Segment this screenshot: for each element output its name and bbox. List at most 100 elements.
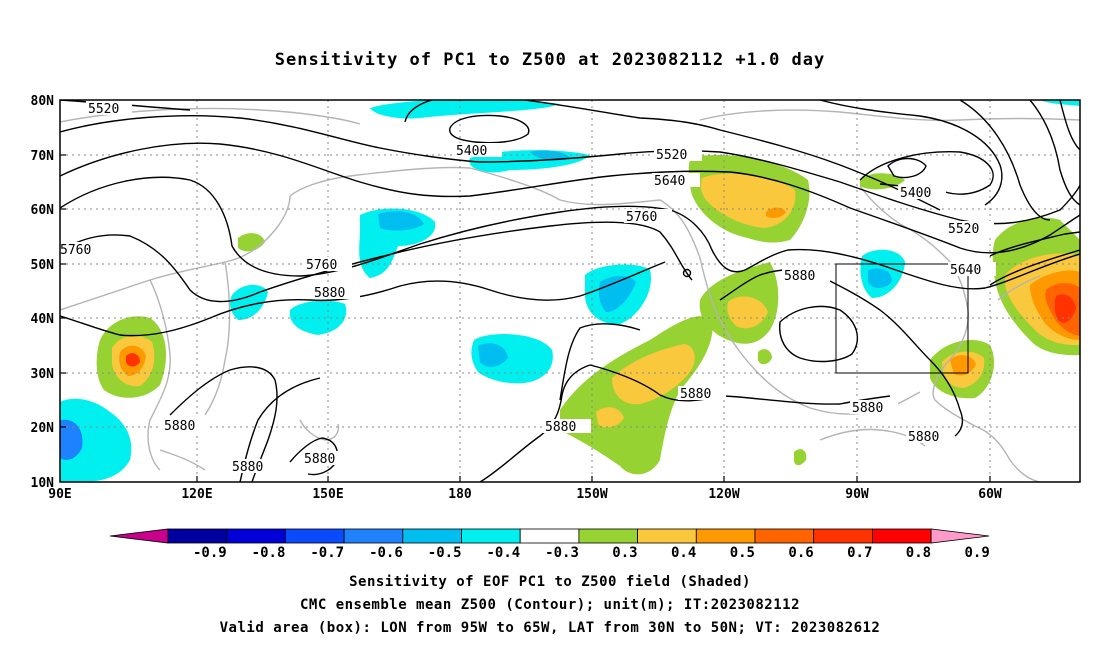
contour-label: 5400: [456, 144, 487, 159]
contour-label: 5880: [545, 420, 576, 435]
positive-region: [126, 353, 140, 367]
positive-region: [758, 349, 772, 365]
contour-line: [479, 364, 891, 482]
lon-label: 120E: [181, 487, 212, 502]
colorbar-swatch: [167, 528, 228, 544]
lat-label: 60N: [31, 203, 55, 218]
colorbar-swatch: [637, 528, 697, 544]
lat-label: 30N: [31, 367, 55, 382]
contour-label: 5880: [784, 269, 815, 284]
colorbar: -0.9 -0.8 -0.7 -0.6 -0.5 -0.4 -0.3 0.3 0.4 0.5 0.6…: [109, 528, 990, 561]
colorbar-label: 0.8: [906, 545, 931, 561]
contour-line: [989, 249, 1080, 286]
contour-line: [559, 323, 641, 401]
contour-label: 5880: [232, 460, 263, 475]
contour-label: 5520: [656, 148, 687, 163]
footer-line-contour: CMC ensemble mean Z500 (Contour); unit(m…: [299, 597, 800, 613]
negative-region: [60, 398, 132, 482]
lon-label: 90E: [48, 487, 71, 502]
lon-label: 180: [448, 487, 472, 502]
colorbar-swatch: [754, 528, 815, 544]
lon-label: 150W: [576, 487, 607, 502]
positive-region: [612, 344, 695, 405]
colorbar-label: 0.4: [671, 545, 696, 561]
colorbar-swatch: [343, 528, 404, 544]
colorbar-label: -0.8: [252, 545, 286, 561]
axis-ticks: [60, 154, 991, 482]
positive-region: [727, 296, 768, 329]
negative-region: [60, 419, 83, 460]
colorbar-label: 0.9: [965, 545, 990, 561]
contour-line: [989, 231, 1080, 257]
contour-line: [60, 100, 191, 111]
colorbar-label: 0.6: [788, 545, 813, 561]
lat-label: 50N: [31, 258, 55, 273]
contour-line: [449, 114, 530, 144]
colorbar-extend-high: [930, 528, 990, 544]
colorbar-swatch: [872, 528, 932, 544]
contour-line: [778, 305, 859, 363]
colorbar-extend-low: [109, 528, 169, 544]
negative-region: [1040, 100, 1080, 106]
negative-region: [530, 150, 570, 161]
lon-label: 150E: [312, 487, 343, 502]
contour-line: [1029, 100, 1080, 206]
footer-line-valid-area: Valid area (box): LON from 95W to 65W, L…: [219, 620, 881, 636]
contour-line: [169, 366, 278, 482]
contour-label: 5880: [908, 430, 939, 445]
contour-line: [887, 157, 927, 179]
contour-label: 5640: [950, 263, 981, 278]
colorbar-swatch: [226, 528, 286, 544]
negative-region: [230, 284, 268, 320]
footer-line-shading: Sensitivity of EOF PC1 to Z500 field (Sh…: [349, 574, 751, 590]
positive-region: [1054, 294, 1076, 323]
contour-labels: 5520 5400 5520 5640 5400 5520 5760 5760 …: [60, 101, 996, 475]
positive-region: [596, 407, 624, 428]
colorbar-label: -0.6: [369, 545, 403, 561]
colorbar-swatch: [284, 528, 345, 544]
contour-line: [1059, 100, 1080, 151]
contour-line: [289, 437, 339, 476]
colorbar-label: -0.5: [428, 545, 462, 561]
positive-region: [766, 207, 786, 219]
contour-label: 5880: [680, 387, 711, 402]
colorbar-labels: -0.9 -0.8 -0.7 -0.6 -0.5 -0.4 -0.3 0.3 0.4 0.5 0.6…: [193, 545, 990, 561]
negative-region: [868, 268, 892, 288]
colorbar-swatch: [461, 528, 521, 544]
colorbar-label: -0.7: [310, 545, 344, 561]
plot-frame: [59, 99, 1081, 483]
positive-region: [238, 233, 265, 252]
lat-label: 20N: [31, 421, 55, 436]
contour-line: [60, 176, 1080, 290]
sensitivity-map: 5520 5400 5520 5640 5400 5520 5760 5760 …: [31, 94, 1081, 502]
valid-area-box: [835, 263, 969, 374]
latitude-labels: 80N 70N 60N 50N 40N 30N 20N 10N: [31, 94, 55, 491]
contour-label: 5880: [314, 286, 345, 301]
positive-region: [950, 355, 976, 376]
negative-region: [478, 343, 508, 367]
colorbar-swatch: [519, 528, 580, 544]
colorbar-label: -0.4: [486, 545, 520, 561]
colorbar-swatches: [109, 528, 990, 544]
contour-line: [959, 100, 1051, 221]
contour-label: 5520: [948, 222, 979, 237]
contour-label: 5880: [304, 452, 335, 467]
longitude-labels: 90E 120E 150E 180 150W 120W 90W 60W: [48, 487, 1002, 502]
lat-label: 80N: [31, 94, 55, 109]
contour-line: [60, 115, 1080, 225]
colorbar-swatch: [578, 528, 639, 544]
contour-label: 5760: [626, 210, 657, 225]
lat-label: 70N: [31, 149, 55, 164]
lon-label: 90W: [845, 487, 869, 502]
colorbar-label: -0.3: [545, 545, 579, 561]
colorbar-label: 0.7: [847, 545, 872, 561]
colorbar-label: 0.3: [612, 545, 637, 561]
contour-label: 5760: [60, 243, 91, 258]
map-title: Sensitivity of PC1 to Z500 at 2023082112…: [274, 50, 826, 70]
contour-label: 5760: [306, 258, 337, 273]
negative-region: [370, 100, 560, 119]
colorbar-swatch: [695, 528, 756, 544]
contour-label: 5880: [852, 401, 883, 416]
colorbar-swatch: [402, 528, 462, 544]
contour-label: 5520: [88, 102, 119, 117]
